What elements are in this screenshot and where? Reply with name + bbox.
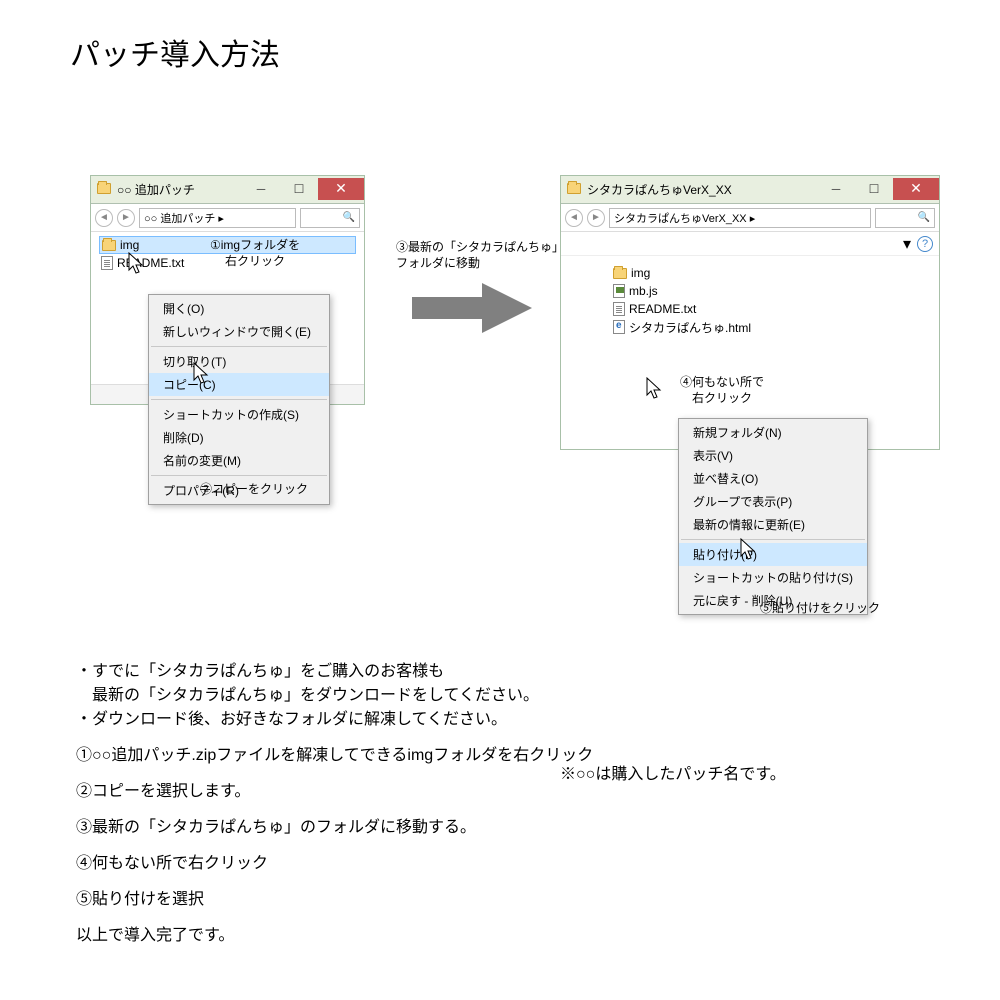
maximize-button[interactable]: ☐ bbox=[855, 178, 893, 200]
titlebar: ○○ 追加パッチ ─ ☐ ✕ bbox=[91, 176, 364, 204]
html-file-icon bbox=[613, 320, 625, 334]
nav-fwd-button[interactable]: ► bbox=[587, 209, 605, 227]
annotation-4: ④何もない所で 右クリック bbox=[680, 375, 764, 406]
ctx-item-refresh[interactable]: 最新の情報に更新(E) bbox=[679, 513, 867, 536]
file-item-img-folder[interactable]: img bbox=[611, 264, 931, 282]
instruction-text: ・すでに「シタカラぱんちゅ」をご購入のお客様も 最新の「シタカラぱんちゅ」をダウ… bbox=[76, 660, 960, 960]
help-strip: ▾ ? bbox=[561, 232, 939, 256]
search-field[interactable]: 🔍 bbox=[875, 208, 935, 228]
ctx-item-paste[interactable]: 貼り付け(P) bbox=[679, 543, 867, 566]
file-label: mb.js bbox=[629, 284, 658, 298]
nav-back-button[interactable]: ◄ bbox=[565, 209, 583, 227]
file-label: img bbox=[631, 266, 650, 280]
titlebar: シタカラぱんちゅVerX_XX ─ ☐ ✕ bbox=[561, 176, 939, 204]
close-button[interactable]: ✕ bbox=[893, 178, 939, 200]
page-title: パッチ導入方法 bbox=[70, 30, 280, 74]
ctx-item-delete[interactable]: 削除(D) bbox=[149, 426, 329, 449]
ctx-item-group[interactable]: グループで表示(P) bbox=[679, 490, 867, 513]
ctx-item-copy[interactable]: コピー(C) bbox=[149, 373, 329, 396]
help-button[interactable]: ? bbox=[917, 236, 933, 252]
nav-back-button[interactable]: ◄ bbox=[95, 209, 113, 227]
address-bar: ◄ ► ○○ 追加パッチ ▸ 🔍 bbox=[91, 204, 364, 232]
ctx-item-cut[interactable]: 切り取り(T) bbox=[149, 350, 329, 373]
window-title: シタカラぱんちゅVerX_XX bbox=[585, 181, 817, 198]
maximize-button[interactable]: ☐ bbox=[280, 178, 318, 200]
address-bar: ◄ ► シタカラぱんちゅVerX_XX ▸ 🔍 bbox=[561, 204, 939, 232]
ctx-separator bbox=[681, 539, 865, 540]
window-title: ○○ 追加パッチ bbox=[115, 181, 242, 198]
nav-fwd-button[interactable]: ► bbox=[117, 209, 135, 227]
file-label: README.txt bbox=[629, 302, 696, 316]
context-menu-dest: 新規フォルダ(N) 表示(V) 並べ替え(O) グループで表示(P) 最新の情報… bbox=[678, 418, 868, 615]
text-file-icon bbox=[613, 302, 625, 316]
js-file-icon bbox=[613, 284, 625, 298]
folder-icon bbox=[567, 183, 581, 197]
minimize-button[interactable]: ─ bbox=[242, 178, 280, 200]
ctx-item-rename[interactable]: 名前の変更(M) bbox=[149, 449, 329, 472]
annotation-2: ②コピーをクリック bbox=[200, 482, 308, 498]
ctx-item-view[interactable]: 表示(V) bbox=[679, 444, 867, 467]
file-label: img bbox=[120, 238, 139, 252]
close-button[interactable]: ✕ bbox=[318, 178, 364, 200]
breadcrumb[interactable]: シタカラぱんちゅVerX_XX ▸ bbox=[609, 208, 871, 228]
file-item-html[interactable]: シタカラぱんちゅ.html bbox=[611, 318, 931, 336]
ctx-item-newfolder[interactable]: 新規フォルダ(N) bbox=[679, 421, 867, 444]
ctx-item-shortcut[interactable]: ショートカットの作成(S) bbox=[149, 403, 329, 426]
file-label: README.txt bbox=[117, 256, 184, 270]
file-list: img mb.js README.txt シタカラぱんちゅ.html bbox=[561, 256, 939, 340]
ctx-separator bbox=[151, 399, 327, 400]
annotation-3: ③最新の「シタカラぱんちゅ」 フォルダに移動 bbox=[396, 240, 564, 271]
breadcrumb[interactable]: ○○ 追加パッチ ▸ bbox=[139, 208, 296, 228]
annotation-1: ①imgフォルダを 右クリック bbox=[210, 238, 300, 269]
file-item-mbjs[interactable]: mb.js bbox=[611, 282, 931, 300]
context-menu-source: 開く(O) 新しいウィンドウで開く(E) 切り取り(T) コピー(C) ショート… bbox=[148, 294, 330, 505]
file-item-readme[interactable]: README.txt bbox=[611, 300, 931, 318]
ctx-item-sort[interactable]: 並べ替え(O) bbox=[679, 467, 867, 490]
ctx-separator bbox=[151, 346, 327, 347]
ctx-item-open[interactable]: 開く(O) bbox=[149, 297, 329, 320]
annotation-5: ⑤貼り付けをクリック bbox=[760, 601, 880, 617]
search-field[interactable]: 🔍 bbox=[300, 208, 360, 228]
ctx-separator bbox=[151, 475, 327, 476]
folder-icon bbox=[97, 183, 111, 197]
folder-icon bbox=[613, 268, 627, 279]
file-label: シタカラぱんちゅ.html bbox=[629, 319, 751, 336]
arrow-icon bbox=[412, 283, 532, 338]
ctx-item-open-new[interactable]: 新しいウィンドウで開く(E) bbox=[149, 320, 329, 343]
minimize-button[interactable]: ─ bbox=[817, 178, 855, 200]
folder-icon bbox=[102, 240, 116, 251]
instruction-note: ※○○は購入したパッチ名です。 bbox=[560, 765, 786, 786]
dropdown-icon[interactable]: ▾ bbox=[903, 234, 917, 254]
explorer-window-dest: シタカラぱんちゅVerX_XX ─ ☐ ✕ ◄ ► シタカラぱんちゅVerX_X… bbox=[560, 175, 940, 450]
ctx-item-paste-shortcut[interactable]: ショートカットの貼り付け(S) bbox=[679, 566, 867, 589]
text-file-icon bbox=[101, 256, 113, 270]
